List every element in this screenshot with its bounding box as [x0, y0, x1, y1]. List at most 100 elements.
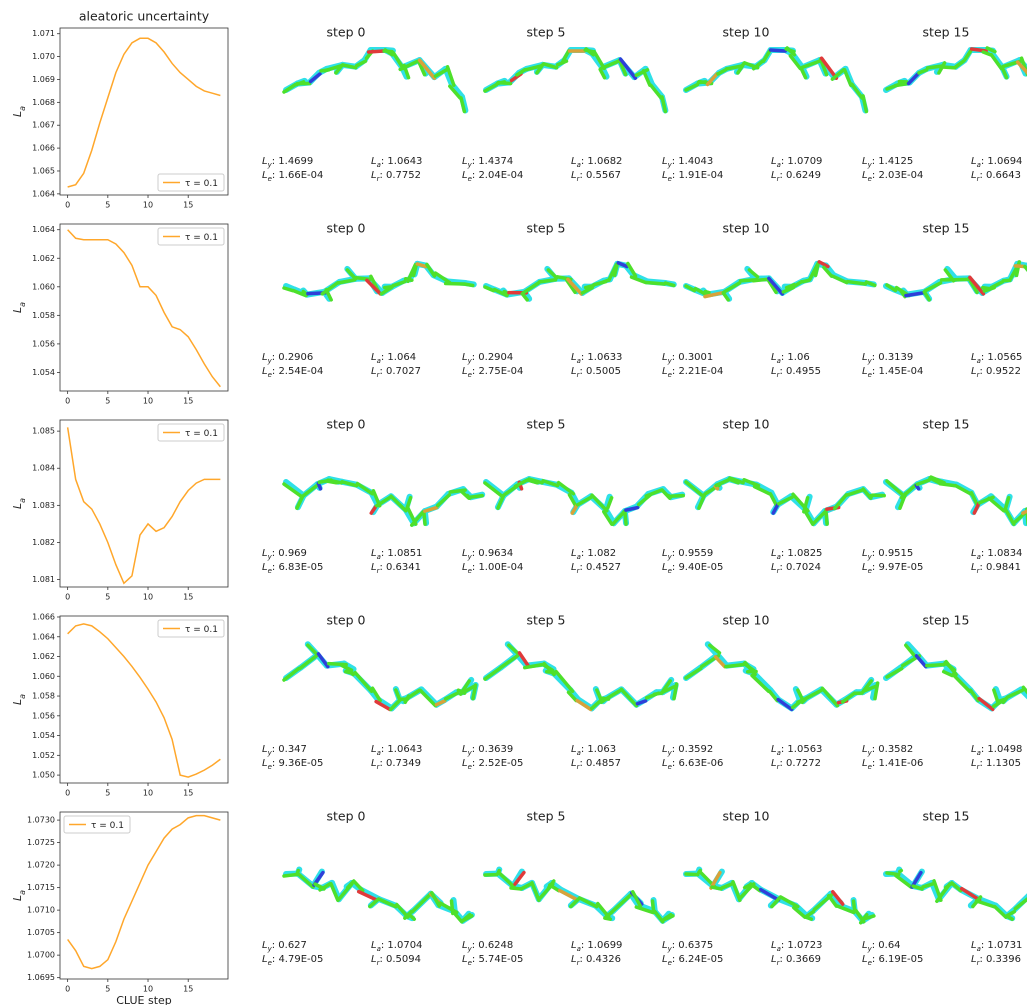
bond-gen: [827, 894, 839, 908]
metric: Lr: 0.9522: [971, 366, 1021, 379]
metric: Ly: 0.347: [262, 744, 307, 757]
bond-gen: [334, 64, 344, 75]
y-tick-label: 1.054: [32, 731, 55, 740]
metric-value: : 0.9559: [672, 548, 714, 559]
molecule: [683, 476, 886, 527]
metric: Lr: 0.7349: [371, 758, 421, 771]
metric: Lr: 0.7027: [371, 366, 421, 379]
bond-gen: [452, 910, 464, 924]
metric-subscript: e: [268, 175, 272, 183]
bond-gen: [938, 65, 956, 70]
bond-gen: [340, 480, 359, 488]
bond-gen: [565, 278, 577, 295]
metric-symbol: L: [662, 744, 668, 755]
bond-gen: [858, 913, 869, 925]
metric-subscript: y: [267, 357, 273, 365]
bond-gen: [575, 495, 593, 507]
metric-value: : 1.0643: [381, 744, 423, 755]
metric-value: : 1.0498: [981, 744, 1023, 755]
bond-gen: [817, 260, 830, 269]
metric: Lr: 0.6643: [971, 170, 1021, 183]
bond-gen: [513, 478, 529, 489]
metric-symbol: L: [371, 156, 377, 167]
bond-gen: [724, 64, 745, 71]
x-tick-label: 5: [105, 593, 110, 602]
metric-subscript: e: [868, 371, 872, 379]
metric-symbol: L: [371, 744, 377, 755]
bond-gen: [635, 699, 648, 706]
metric-subscript: a: [977, 945, 981, 953]
y-tick-label: 1.0730: [27, 816, 55, 825]
x-tick-label: 10: [143, 201, 153, 210]
bond-ref: [894, 870, 917, 890]
metric-symbol: L: [662, 562, 668, 573]
bond-gen: [496, 80, 513, 86]
metric-symbol: L: [462, 562, 468, 573]
metric-value: : 6.83E-05: [272, 562, 323, 573]
metric-value: : 9.40E-05: [672, 562, 723, 573]
bond-gen: [535, 63, 545, 75]
x-tick-label: 5: [105, 789, 110, 798]
bond-gen: [944, 659, 958, 677]
metric-subscript: y: [467, 553, 473, 561]
plot-area: [59, 419, 229, 588]
metric-subscript: e: [268, 959, 272, 967]
bond-gen: [316, 652, 330, 669]
bond-gen: [391, 51, 405, 71]
bond-gen: [742, 478, 761, 488]
metric-symbol: L: [862, 366, 868, 377]
y-tick-label: 1.0700: [27, 951, 55, 960]
bond-gen: [430, 891, 442, 908]
bond-gen: [921, 882, 935, 889]
bond-gen: [369, 505, 378, 515]
bond-gen: [914, 654, 928, 669]
metric-subscript: y: [467, 357, 473, 365]
metric-symbol: L: [262, 156, 268, 167]
metric-value: : 0.4527: [579, 562, 621, 573]
metric-symbol: L: [371, 562, 377, 573]
metric: Le: 1.41E-06: [862, 758, 923, 771]
bond-gen: [548, 883, 561, 893]
bond-gen: [575, 698, 593, 712]
data-line: [67, 37, 221, 188]
bond-gen: [684, 284, 697, 293]
bond-gen: [969, 491, 980, 508]
bond-gen: [461, 913, 472, 922]
metric-symbol: L: [862, 156, 868, 167]
x-tick-label: 15: [183, 397, 193, 406]
bond-gen: [703, 291, 725, 299]
bond-gen: [653, 909, 665, 924]
bond-gen: [483, 82, 499, 93]
metric: Ly: 0.6375: [662, 940, 713, 953]
metric-value: : 1.082: [581, 548, 616, 559]
metric-value: : 0.2904: [472, 352, 514, 363]
metric-subscript: r: [577, 959, 581, 967]
molecule: [883, 46, 1027, 94]
metric-subscript: y: [667, 945, 673, 953]
metric-subscript: a: [577, 749, 581, 757]
metric: La: 1.0834: [971, 548, 1022, 561]
metric-symbol: L: [571, 352, 577, 363]
bond-gen: [560, 49, 571, 64]
molecule: [683, 46, 869, 114]
y-tick-label: 1.062: [32, 652, 55, 661]
bond-gen: [365, 278, 383, 296]
metric-subscript: y: [867, 553, 873, 561]
bond-gen: [980, 285, 992, 291]
bond-gen: [403, 909, 414, 920]
bond-gen: [376, 897, 398, 909]
molecule: [883, 641, 1027, 712]
data-line: [67, 814, 221, 970]
x-tick-label: 0: [65, 789, 70, 798]
bond-gen: [546, 268, 559, 280]
metric-subscript: r: [577, 763, 581, 771]
panel-title: step 5: [527, 25, 566, 40]
bond-gen: [329, 882, 340, 903]
bond-gen: [968, 275, 986, 296]
metric-symbol: L: [971, 954, 977, 965]
metric-symbol: L: [971, 352, 977, 363]
bond-gen: [389, 494, 408, 513]
bond-gen: [374, 495, 392, 508]
bond-gen: [336, 278, 357, 285]
bond-gen: [483, 666, 502, 681]
